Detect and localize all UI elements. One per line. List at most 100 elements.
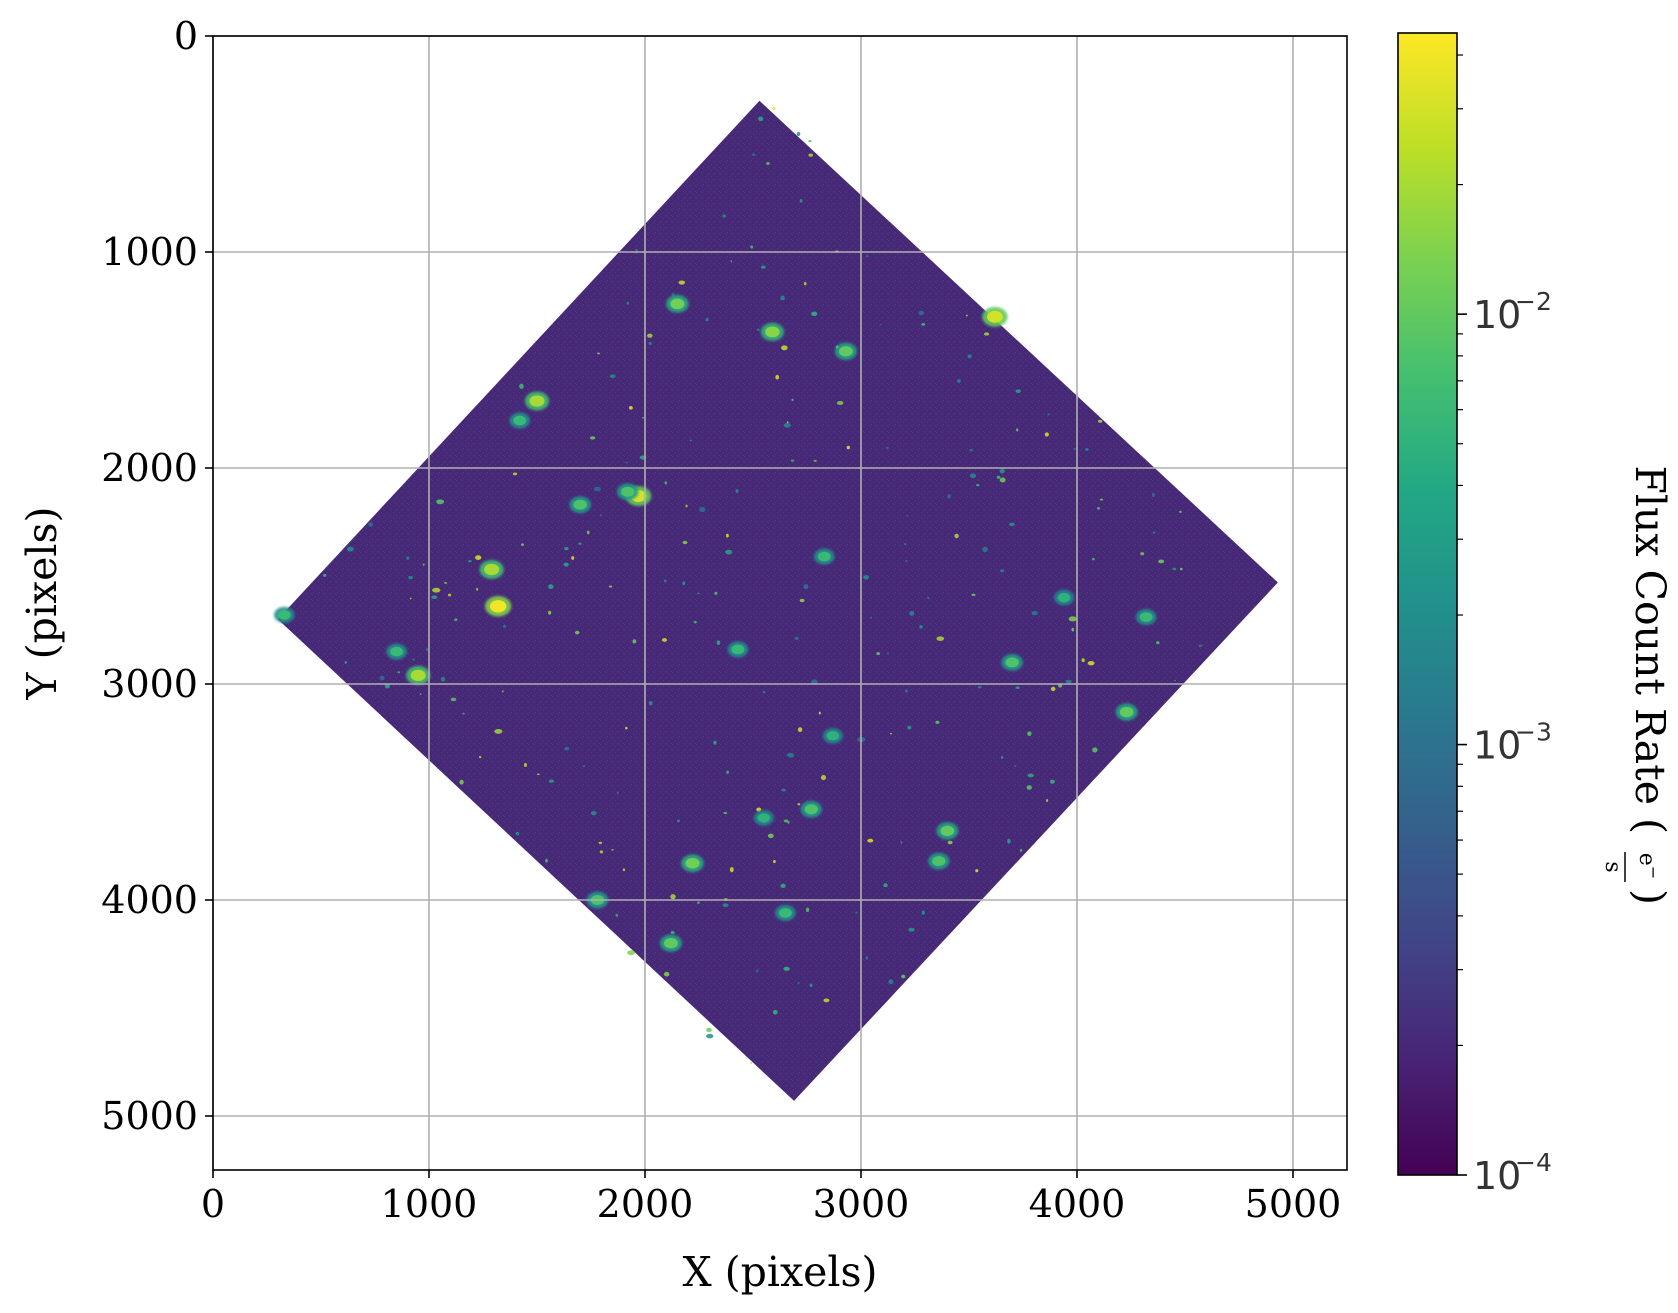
faint-source xyxy=(503,624,506,628)
faint-source xyxy=(750,1062,752,1065)
bright-source xyxy=(685,857,700,869)
faint-source xyxy=(999,477,1006,483)
faint-source xyxy=(772,106,776,110)
faint-source xyxy=(901,974,906,979)
faint-source xyxy=(501,690,504,693)
faint-source xyxy=(1065,679,1072,684)
faint-source xyxy=(713,740,717,745)
faint-source xyxy=(368,522,374,527)
faint-source xyxy=(1007,838,1011,844)
faint-source xyxy=(1096,506,1101,510)
faint-source xyxy=(889,732,892,735)
faint-source xyxy=(947,840,953,845)
x-tick-label: 0 xyxy=(201,1182,225,1226)
x-tick-label: 5000 xyxy=(1245,1182,1342,1226)
faint-source xyxy=(574,630,580,635)
colorbar: 10−410−310−2 Flux Count Rate ( e− s ) xyxy=(1397,32,1674,1198)
faint-source xyxy=(444,582,448,584)
y-tick-label: 5000 xyxy=(101,1094,198,1138)
faint-source xyxy=(431,595,438,600)
colorbar-label-close: ) xyxy=(1626,889,1674,905)
faint-source xyxy=(1071,627,1075,632)
faint-source xyxy=(820,774,827,781)
faint-source xyxy=(625,461,629,464)
faint-source xyxy=(462,712,465,715)
faint-source xyxy=(406,556,410,561)
faint-source xyxy=(947,494,951,499)
faint-source xyxy=(716,640,721,645)
x-axis-ticks: 0 1000 2000 3000 4000 5000 xyxy=(201,1170,1341,1226)
faint-source xyxy=(699,507,706,513)
bright-source xyxy=(1119,706,1134,718)
bright-source xyxy=(1005,657,1019,668)
faint-source xyxy=(459,779,464,785)
faint-source xyxy=(670,894,676,900)
faint-source xyxy=(412,658,415,661)
faint-source xyxy=(836,401,844,405)
faint-source xyxy=(865,956,869,960)
faint-source xyxy=(808,153,814,157)
faint-source xyxy=(870,616,872,620)
faint-source xyxy=(909,610,915,616)
faint-source xyxy=(907,725,912,730)
faint-source xyxy=(419,693,422,695)
bright-source xyxy=(932,856,946,867)
faint-source xyxy=(1179,510,1182,513)
faint-source xyxy=(1073,447,1076,450)
faint-source xyxy=(803,584,809,590)
faint-source xyxy=(422,563,425,566)
faint-source xyxy=(886,652,889,655)
faint-source xyxy=(787,821,790,824)
faint-source xyxy=(408,576,413,580)
faint-source xyxy=(682,581,686,586)
faint-source xyxy=(863,575,870,580)
colorbar-label: Flux Count Rate ( e− s ) xyxy=(1600,465,1674,905)
y-tick-label: 3000 xyxy=(101,662,198,706)
faint-source xyxy=(548,779,554,783)
faint-source xyxy=(1158,559,1165,564)
faint-source xyxy=(512,472,518,476)
faint-source xyxy=(976,483,980,487)
faint-source xyxy=(885,446,889,449)
plot-area: 0 1000 2000 3000 4000 5000 0 1000 2000 3000 4000 5… xyxy=(18,14,1348,1296)
faint-source xyxy=(726,770,729,775)
faint-source xyxy=(1099,498,1104,501)
faint-source xyxy=(888,979,894,985)
faint-source xyxy=(648,342,652,345)
faint-source xyxy=(608,585,613,588)
faint-source xyxy=(599,850,604,854)
faint-source xyxy=(593,486,601,492)
faint-source xyxy=(906,515,909,517)
colorbar-tick-label: 10−3 xyxy=(1473,718,1552,768)
faint-source xyxy=(996,475,1001,479)
faint-source xyxy=(780,883,786,889)
faint-source xyxy=(689,439,692,442)
colorbar-frame xyxy=(1397,32,1458,1176)
faint-source xyxy=(1152,531,1156,534)
faint-source xyxy=(515,831,520,836)
y-tick-label: 0 xyxy=(174,14,198,58)
faint-source xyxy=(969,448,974,452)
faint-source xyxy=(722,214,726,218)
faint-source xyxy=(936,636,945,641)
bright-source xyxy=(664,938,678,949)
faint-source xyxy=(1027,773,1034,778)
faint-source xyxy=(904,559,908,563)
bright-source xyxy=(838,346,853,357)
faint-source xyxy=(790,459,795,462)
faint-source xyxy=(1140,552,1145,556)
faint-source xyxy=(663,971,670,977)
faint-source xyxy=(773,859,776,864)
faint-source xyxy=(757,328,760,331)
faint-source xyxy=(760,265,766,269)
faint-source xyxy=(705,317,709,322)
faint-source xyxy=(883,883,888,888)
faint-source xyxy=(1031,611,1038,616)
faint-source xyxy=(1172,567,1177,571)
y-tick-label: 1000 xyxy=(101,230,198,274)
faint-source xyxy=(685,504,688,508)
faint-source xyxy=(628,406,633,410)
faint-source xyxy=(971,593,976,597)
faint-source xyxy=(627,950,635,956)
